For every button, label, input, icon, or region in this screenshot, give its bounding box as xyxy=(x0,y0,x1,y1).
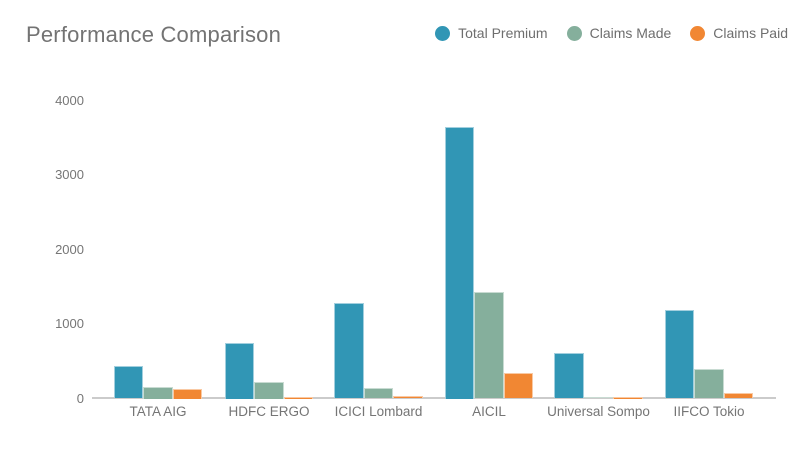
x-axis-line xyxy=(92,397,776,399)
bar-claims-made-tata-aig xyxy=(143,387,173,399)
bar-claims-made-icici-lombard xyxy=(363,388,394,399)
bar-claims-made-hdfc-ergo xyxy=(254,381,284,399)
chart-title: Performance Comparison xyxy=(26,22,282,47)
x-axis-category-label: AICIL xyxy=(472,404,506,419)
y-axis-tick-label: 0 xyxy=(76,390,84,406)
bar-total-premium-aicil xyxy=(444,127,475,399)
y-axis-tick-label: 4000 xyxy=(55,93,84,108)
legend-item-claims-made[interactable]: Claims Made xyxy=(566,25,672,41)
bar-claims-paid-tata-aig xyxy=(172,389,203,399)
bar-claims-paid-iifco-tokio xyxy=(723,393,754,399)
bar-claims-made-iifco-tokio xyxy=(694,369,724,399)
bar-total-premium-tata-aig xyxy=(113,365,144,399)
bar-claims-made-aicil xyxy=(474,292,504,399)
legend: Total Premium Claims Made Claims Paid xyxy=(435,25,788,41)
bar-claims-paid-aicil xyxy=(503,373,534,399)
bar-total-premium-iifco-tokio xyxy=(664,309,695,399)
legend-item-claims-paid[interactable]: Claims Paid xyxy=(690,25,788,41)
legend-dot-icon xyxy=(690,25,706,41)
y-axis-tick-label: 3000 xyxy=(55,167,84,183)
x-axis-category-label: TATA AIG xyxy=(129,404,187,419)
bar-claims-paid-icici-lombard xyxy=(393,395,423,399)
y-axis-tick-label: 2000 xyxy=(55,241,84,257)
legend-dot-icon xyxy=(435,25,451,41)
bar-total-premium-universal-sompo xyxy=(554,353,584,399)
x-axis-category-label: Universal Sompo xyxy=(547,404,650,419)
bar-claims-paid-universal-sompo xyxy=(613,396,643,399)
legend-label: Claims Paid xyxy=(713,25,788,41)
legend-label: Claims Made xyxy=(589,25,672,41)
legend-label: Total Premium xyxy=(458,25,548,41)
bar-claims-paid-hdfc-ergo xyxy=(283,396,314,399)
bar-claims-made-universal-sompo xyxy=(583,397,614,399)
bar-total-premium-icici-lombard xyxy=(334,302,364,399)
x-axis-category-label: ICICI Lombard xyxy=(334,404,423,419)
bar-total-premium-hdfc-ergo xyxy=(224,342,255,399)
x-axis-category-label: IIFCO Tokio xyxy=(673,404,745,419)
legend-dot-icon xyxy=(566,25,582,41)
x-axis-category-label: HDFC ERGO xyxy=(228,404,310,419)
y-axis-tick-label: 1000 xyxy=(55,316,84,332)
legend-item-total-premium[interactable]: Total Premium xyxy=(435,25,548,41)
